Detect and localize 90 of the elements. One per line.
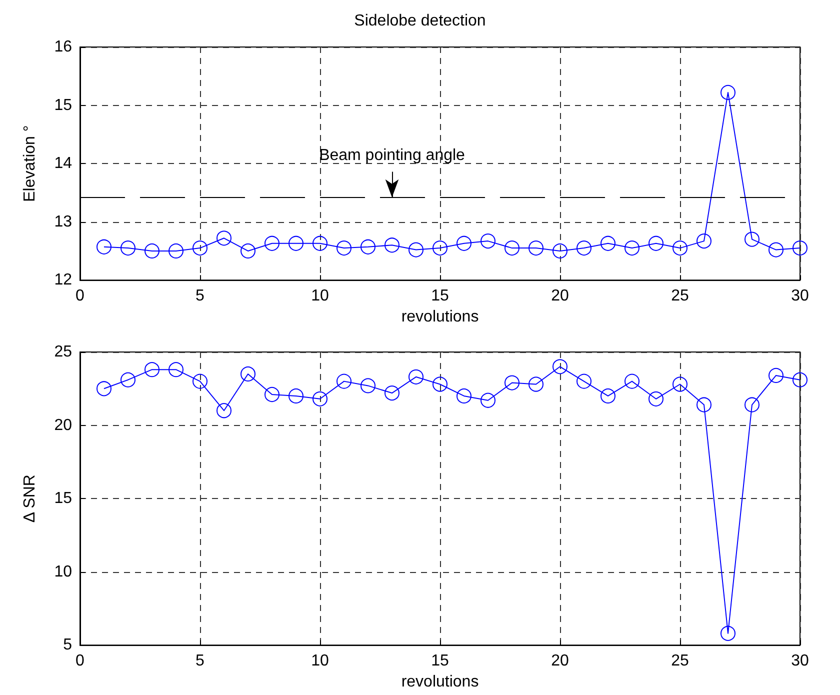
point	[792, 240, 808, 256]
y-tick-label: 15	[54, 490, 72, 508]
point	[696, 397, 712, 412]
point	[144, 243, 160, 258]
x-tick-label: 10	[311, 288, 329, 305]
point	[264, 387, 280, 402]
annotation: Beam pointing angle	[319, 147, 466, 164]
point	[792, 372, 808, 388]
point	[576, 374, 592, 389]
point	[168, 243, 184, 258]
point	[360, 378, 376, 394]
point	[288, 388, 304, 404]
point	[528, 240, 544, 256]
point	[528, 376, 544, 392]
y-tick-label: 10	[54, 563, 72, 580]
point	[480, 234, 496, 249]
y-tick-label: 25	[54, 344, 72, 360]
point	[264, 236, 280, 251]
point	[504, 375, 520, 390]
x-tick-label: 25	[671, 288, 689, 305]
y-tick-label: 15	[54, 96, 72, 114]
x-tick-label: 25	[671, 652, 689, 670]
point	[744, 397, 760, 412]
y-tick-label: 5	[63, 636, 72, 654]
y-tick-label: 20	[54, 416, 72, 434]
point	[288, 236, 304, 251]
y-axis-title: Elevation °	[22, 125, 38, 202]
point	[144, 362, 160, 378]
point	[720, 626, 736, 641]
x-axis-title: revolutions	[401, 308, 479, 326]
point	[216, 230, 232, 246]
point	[576, 240, 592, 256]
point	[768, 368, 784, 383]
x-tick-label: 20	[551, 652, 569, 670]
point	[456, 388, 472, 404]
x-tick-label: 5	[196, 652, 205, 670]
point	[624, 374, 640, 389]
point	[384, 238, 400, 253]
point	[744, 232, 760, 247]
y-tick-label: 14	[54, 155, 72, 172]
point	[384, 386, 400, 401]
x-tick-label: 5	[196, 288, 205, 305]
point	[696, 234, 712, 249]
point	[192, 240, 208, 256]
point	[360, 239, 376, 254]
point	[720, 84, 736, 100]
x-tick-label: 15	[431, 288, 449, 305]
point	[672, 376, 688, 392]
point	[432, 376, 448, 392]
point	[648, 391, 664, 406]
x-tick-label: 20	[551, 288, 569, 305]
point	[240, 243, 256, 258]
point	[240, 366, 256, 382]
point	[168, 362, 184, 378]
point	[504, 240, 520, 256]
point	[600, 388, 616, 404]
point	[216, 403, 232, 418]
point	[336, 374, 352, 389]
x-tick-label: 30	[791, 652, 809, 670]
point	[408, 369, 424, 384]
chart-title: Sidelobe detection	[354, 12, 486, 30]
y-tick-label: 12	[54, 272, 72, 289]
point	[456, 236, 472, 251]
y-axis-title: Δ SNR	[22, 474, 38, 523]
x-tick-label: 30	[791, 288, 809, 305]
x-axis-title: revolutions	[401, 674, 479, 690]
point	[768, 242, 784, 258]
point	[480, 392, 496, 408]
point	[552, 243, 568, 258]
point	[120, 240, 136, 256]
point	[312, 236, 328, 251]
y-tick-label: 13	[54, 213, 72, 230]
point	[432, 240, 448, 256]
x-tick-label: 10	[311, 652, 329, 670]
y-tick-label: 16	[54, 38, 72, 56]
x-tick-label: 0	[76, 288, 85, 305]
x-tick-label: 0	[76, 652, 85, 670]
point	[96, 381, 112, 396]
point	[648, 236, 664, 251]
point	[120, 372, 136, 388]
point	[600, 236, 616, 251]
point	[624, 240, 640, 256]
x-tick-label: 15	[431, 652, 449, 670]
point	[408, 242, 424, 258]
point	[96, 239, 112, 254]
point	[312, 391, 328, 406]
point	[672, 240, 688, 256]
point	[552, 359, 568, 374]
point	[336, 240, 352, 256]
point	[192, 374, 208, 389]
